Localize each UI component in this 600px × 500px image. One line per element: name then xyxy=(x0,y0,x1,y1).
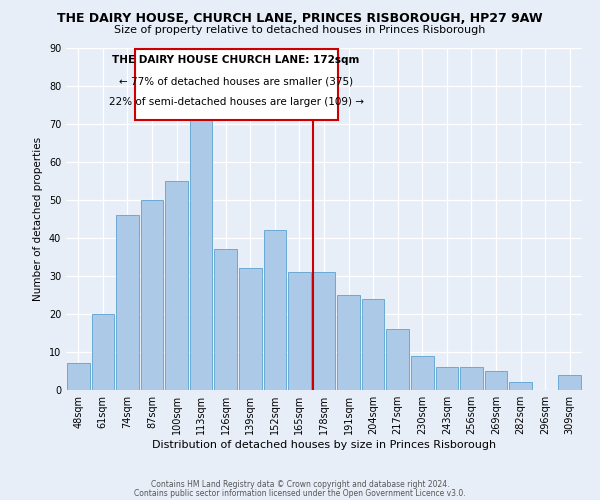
Bar xyxy=(509,382,532,390)
Text: THE DAIRY HOUSE CHURCH LANE: 172sqm: THE DAIRY HOUSE CHURCH LANE: 172sqm xyxy=(112,55,360,65)
Bar xyxy=(263,230,286,390)
Bar xyxy=(92,314,114,390)
Text: THE DAIRY HOUSE, CHURCH LANE, PRINCES RISBOROUGH, HP27 9AW: THE DAIRY HOUSE, CHURCH LANE, PRINCES RI… xyxy=(57,12,543,26)
Bar xyxy=(559,375,581,390)
Bar xyxy=(288,272,311,390)
Text: Contains public sector information licensed under the Open Government Licence v3: Contains public sector information licen… xyxy=(134,488,466,498)
Bar xyxy=(116,215,139,390)
Bar xyxy=(165,180,188,390)
Bar xyxy=(337,295,360,390)
Bar xyxy=(485,371,508,390)
Bar xyxy=(436,367,458,390)
Bar xyxy=(362,298,385,390)
FancyBboxPatch shape xyxy=(135,50,338,120)
Bar xyxy=(386,329,409,390)
X-axis label: Distribution of detached houses by size in Princes Risborough: Distribution of detached houses by size … xyxy=(152,440,496,450)
Text: 22% of semi-detached houses are larger (109) →: 22% of semi-detached houses are larger (… xyxy=(109,97,364,107)
Y-axis label: Number of detached properties: Number of detached properties xyxy=(33,136,43,301)
Bar xyxy=(460,367,483,390)
Bar xyxy=(214,249,237,390)
Bar xyxy=(239,268,262,390)
Bar xyxy=(190,112,212,390)
Bar xyxy=(67,364,89,390)
Bar xyxy=(140,200,163,390)
Text: ← 77% of detached houses are smaller (375): ← 77% of detached houses are smaller (37… xyxy=(119,76,353,86)
Bar xyxy=(313,272,335,390)
Bar xyxy=(411,356,434,390)
Text: Contains HM Land Registry data © Crown copyright and database right 2024.: Contains HM Land Registry data © Crown c… xyxy=(151,480,449,489)
Text: Size of property relative to detached houses in Princes Risborough: Size of property relative to detached ho… xyxy=(115,25,485,35)
